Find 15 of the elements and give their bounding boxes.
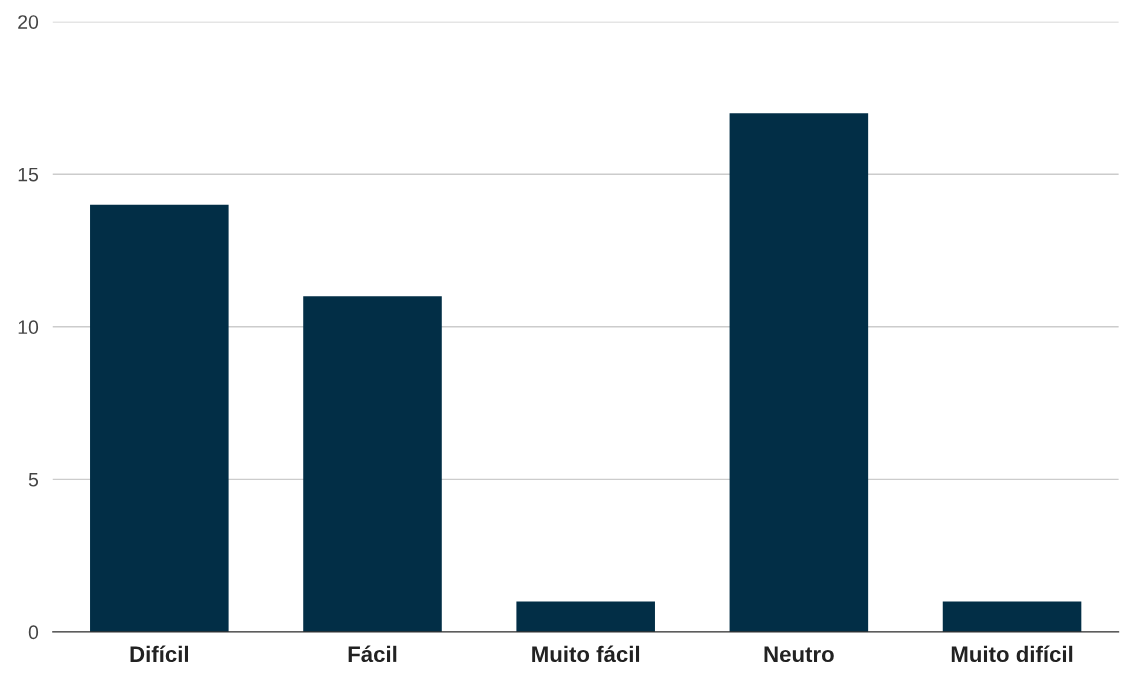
bar xyxy=(942,601,1082,632)
x-tick-label: Difícil xyxy=(130,645,188,663)
x-tick-label: Muito fácil xyxy=(532,645,640,663)
y-tick-label: 20 xyxy=(18,15,39,29)
bar xyxy=(303,296,442,632)
x-tick-label: Fácil xyxy=(348,645,397,663)
bar xyxy=(90,204,229,632)
x-tick-label: Neutro xyxy=(764,646,834,663)
y-tick-label: 5 xyxy=(28,473,39,487)
y-tick-label: 0 xyxy=(28,625,39,640)
bar xyxy=(516,601,655,632)
y-tick-label: 10 xyxy=(18,320,39,335)
x-tick-label: Muito difícil xyxy=(951,645,1073,663)
bar xyxy=(729,113,869,632)
y-tick-label: 15 xyxy=(18,167,39,182)
